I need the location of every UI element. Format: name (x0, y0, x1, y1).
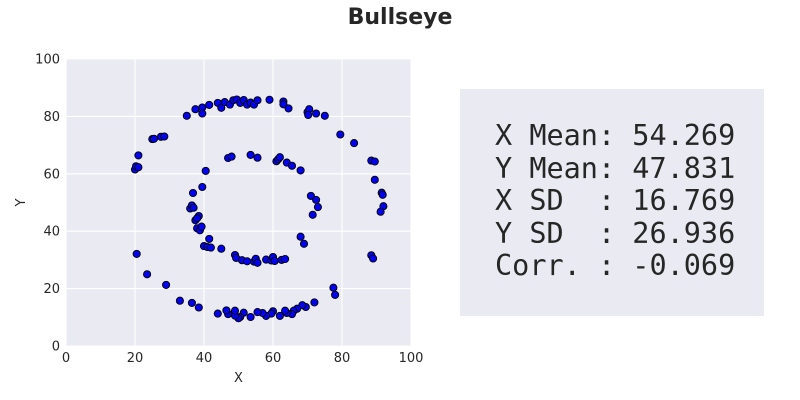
data-point-27 (350, 139, 359, 148)
data-point-94 (227, 152, 236, 161)
data-point-46 (281, 306, 290, 315)
data-point-29 (370, 157, 379, 166)
data-point-53 (246, 312, 255, 322)
x-axis-label: X (234, 371, 243, 386)
data-point-98 (243, 257, 252, 266)
data-point-75 (160, 132, 169, 141)
stat-value: 16.769 (632, 184, 736, 217)
x-tick-label-2: 40 (196, 351, 213, 366)
data-point-101 (253, 153, 262, 162)
stat-row-2: X SD : 16.769 (495, 184, 764, 218)
grid-lines (65, 58, 412, 347)
data-point-86 (198, 182, 207, 192)
data-point-37 (329, 283, 338, 292)
data-point-25 (320, 111, 329, 120)
data-point-79 (189, 203, 198, 212)
data-point-110 (275, 153, 284, 162)
data-point-64 (175, 296, 184, 305)
data-point-91 (206, 243, 215, 252)
data-point-92 (217, 244, 226, 253)
stat-value: 47.831 (632, 151, 736, 185)
x-tick-label-3: 60 (265, 351, 282, 366)
data-points (130, 95, 388, 323)
y-axis-label: Y (14, 198, 29, 207)
data-point-30 (370, 175, 379, 184)
data-point-23 (304, 110, 313, 120)
y-tick-label-4: 80 (43, 110, 60, 125)
data-point-71 (134, 151, 143, 160)
stat-row-3: Y SD : 26.936 (495, 216, 764, 251)
stat-row-1: Y Mean: 47.831 (495, 151, 764, 186)
data-point-1 (191, 105, 200, 114)
stat-value: 54.269 (632, 119, 736, 152)
data-point-3 (198, 109, 207, 118)
data-point-24 (312, 109, 321, 118)
data-point-119 (308, 210, 317, 219)
data-point-83 (193, 214, 202, 223)
data-point-114 (287, 161, 297, 170)
data-point-90 (205, 234, 214, 243)
data-point-36 (369, 254, 378, 263)
y-tick-label-1: 20 (43, 282, 60, 297)
data-point-115 (296, 166, 305, 175)
data-point-62 (194, 303, 203, 312)
summary-statistics-panel: X Mean: 54.269 Y Mean: 47.831 X SD : 16.76… (460, 89, 764, 316)
data-point-38 (331, 290, 340, 299)
stat-label: X SD : (495, 184, 633, 217)
data-point-65 (162, 280, 171, 289)
x-tick-label-4: 80 (334, 351, 351, 366)
data-point-4 (205, 100, 214, 109)
data-point-78 (188, 188, 198, 198)
data-point-47 (275, 311, 284, 320)
data-point-120 (312, 195, 321, 204)
data-point-103 (253, 258, 262, 267)
data-point-66 (143, 270, 152, 279)
data-point-17 (265, 95, 274, 104)
x-tick-label-1: 20 (127, 351, 144, 366)
data-point-117 (299, 239, 309, 248)
data-point-116 (296, 232, 305, 241)
data-point-121 (313, 203, 322, 212)
data-point-20 (284, 104, 293, 113)
stat-value: 26.936 (632, 216, 736, 250)
y-tick-label-3: 60 (43, 167, 60, 182)
data-point-107 (270, 256, 279, 266)
data-point-58 (230, 306, 240, 315)
data-point-67 (132, 249, 141, 258)
stat-label: Y Mean: (495, 151, 633, 185)
stat-row-0: X Mean: 54.269 (495, 119, 764, 153)
data-point-39 (310, 298, 319, 307)
stat-row-4: Corr. : -0.069 (495, 249, 764, 283)
tick-labels: 0 20 40 60 80 100 0 20 40 60 80 100 (35, 53, 423, 367)
stat-label: Y SD : (495, 216, 633, 250)
stat-label: Corr. : (495, 249, 633, 282)
y-tick-label-2: 40 (43, 225, 60, 240)
data-point-32 (378, 190, 387, 199)
stat-label: X Mean: (495, 119, 633, 152)
stat-value: -0.069 (632, 249, 736, 282)
data-point-73 (149, 134, 159, 143)
data-point-70 (134, 163, 143, 172)
data-point-61 (213, 309, 222, 318)
data-point-87 (201, 166, 210, 175)
data-point-112 (281, 254, 290, 264)
data-point-63 (187, 298, 196, 307)
data-point-16 (253, 96, 262, 105)
data-point-34 (376, 207, 385, 216)
x-tick-label-5: 100 (399, 351, 424, 366)
data-point-26 (336, 130, 345, 139)
y-tick-label-5: 100 (35, 53, 60, 68)
data-point-85 (197, 222, 206, 231)
plot-area (66, 59, 411, 346)
data-point-0 (182, 111, 191, 120)
x-tick-label-0: 0 (62, 351, 70, 366)
data-point-99 (246, 150, 255, 159)
chart-title: Bullseye (347, 5, 453, 30)
data-point-52 (253, 308, 262, 317)
data-point-60 (222, 306, 231, 315)
y-tick-label-0: 0 (52, 340, 60, 355)
